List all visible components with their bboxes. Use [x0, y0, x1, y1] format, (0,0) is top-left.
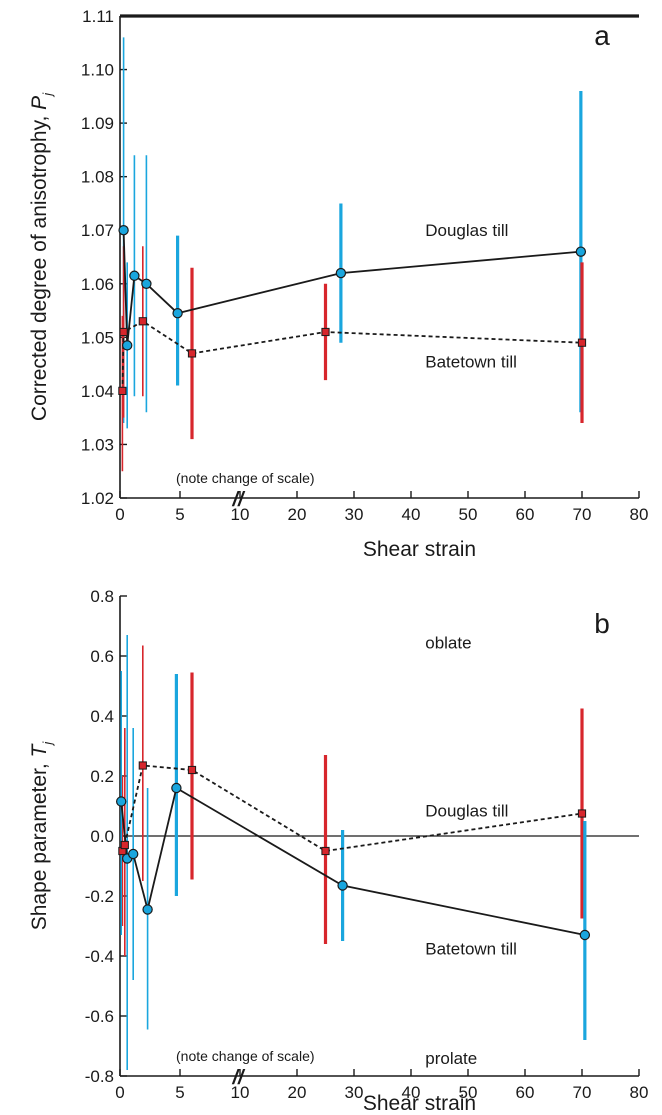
y-tick-label: 1.02	[81, 489, 114, 508]
y-tick-label: 1.06	[81, 275, 114, 294]
data-point	[187, 349, 197, 358]
annotation-label: Douglas till	[425, 802, 508, 821]
y-axis-title-subscript: j	[40, 741, 55, 747]
x-tick-label: 70	[573, 1083, 592, 1102]
x-axis-title: Shear strain	[363, 1092, 476, 1115]
data-point	[335, 267, 347, 279]
x-tick-label: 20	[288, 1083, 307, 1102]
chart-panel-a: 1.02 1.03 1.04 1.05 1.06 1.07 1.08 1.09 1.10 1.11…	[28, 7, 648, 561]
data-point	[142, 904, 153, 915]
y-axis-title-symbol: P	[28, 96, 51, 110]
y-axis-title-text: Corrected degree of anisotrophy,	[28, 110, 51, 421]
data-point	[171, 782, 182, 794]
data-point	[141, 278, 152, 289]
y-tick-label: -0.6	[85, 1007, 114, 1026]
series-line	[121, 764, 583, 852]
x-tick-label: 60	[516, 505, 535, 524]
y-tick-label: 1.11	[82, 7, 114, 26]
data-point	[121, 340, 133, 351]
data-point	[579, 929, 591, 941]
panel-label: a	[594, 20, 610, 51]
x-tick-label: 10	[231, 505, 250, 524]
y-tick-label: 1.10	[81, 61, 114, 80]
y-tick-label: 1.03	[81, 435, 114, 454]
series-douglas-till	[121, 645, 584, 956]
data-point	[337, 880, 348, 891]
y-axis-title: Shape parameter, Tj	[28, 741, 55, 931]
y-tick-label: 1.07	[81, 221, 114, 240]
y-tick-label: 0.8	[90, 587, 114, 606]
series-line	[121, 320, 583, 391]
annotation-label: prolate	[425, 1049, 477, 1068]
data-point	[138, 761, 147, 770]
y-axis-title-symbol: T	[28, 742, 51, 757]
scale-break-mark: //	[231, 1067, 246, 1089]
x-tick-label: 20	[288, 505, 307, 524]
data-point	[321, 846, 330, 856]
data-point	[118, 386, 127, 395]
annotation-label: Batetown till	[425, 940, 517, 959]
x-tick-label: 40	[402, 505, 421, 524]
x-axis-title: Shear strain	[363, 538, 476, 561]
y-tick-label: 1.05	[81, 328, 114, 347]
y-tick-label: 0.4	[90, 707, 114, 726]
annotation-label: Batetown till	[425, 352, 517, 371]
scale-note: (note change of scale)	[176, 1048, 315, 1064]
scale-break-mark: //	[231, 489, 246, 511]
x-tick-label: 50	[459, 1083, 478, 1102]
x-tick-label: 0	[115, 505, 124, 524]
x-tick-label: 5	[175, 1083, 184, 1102]
y-axis-title-text: Shape parameter,	[28, 757, 51, 930]
y-tick-label: 0.0	[90, 827, 114, 846]
data-point	[127, 848, 139, 860]
data-point	[119, 327, 128, 337]
y-tick-label: 1.04	[81, 382, 114, 401]
y-tick-label: 1.09	[81, 114, 114, 133]
y-tick-label: 0.2	[90, 767, 114, 786]
data-point	[172, 308, 183, 319]
y-tick-label: 0.6	[90, 647, 114, 666]
x-tick-label: 60	[516, 1083, 535, 1102]
y-tick-label: -0.2	[85, 887, 114, 906]
x-tick-label: 70	[573, 505, 592, 524]
data-point	[321, 327, 330, 337]
panel-label: b	[594, 608, 610, 639]
chart-panel-b: -0.8 -0.6 -0.4 -0.2 0.0 0.2 0.4 0.6 0.8 0 5 10 20 30 4…	[28, 587, 648, 1115]
x-tick-label: 30	[345, 1083, 364, 1102]
y-axis-title: Corrected degree of anisotrophy, Pj	[28, 92, 55, 421]
data-point	[575, 246, 587, 257]
x-tick-label: 80	[630, 505, 649, 524]
scale-note: (note change of scale)	[176, 470, 315, 486]
data-point	[118, 225, 129, 236]
x-tick-label: 5	[175, 505, 184, 524]
data-point	[129, 270, 140, 281]
y-tick-label: 1.08	[81, 168, 114, 187]
x-tick-label: 80	[630, 1083, 649, 1102]
data-point	[577, 338, 587, 347]
y-axis-title-subscript: j	[40, 92, 55, 98]
annotation-label: Douglas till	[425, 221, 508, 240]
annotation-label: oblate	[425, 634, 471, 653]
y-tick-label: -0.8	[85, 1067, 114, 1086]
x-tick-label: 10	[231, 1083, 250, 1102]
x-tick-label: 50	[459, 505, 478, 524]
data-point	[115, 796, 127, 807]
x-tick-label: 30	[345, 505, 364, 524]
data-point	[187, 765, 197, 775]
x-tick-label: 0	[115, 1083, 124, 1102]
x-tick-label: 40	[402, 1083, 421, 1102]
y-tick-label: -0.4	[85, 947, 114, 966]
data-point	[577, 809, 587, 818]
data-point	[138, 317, 147, 326]
data-point	[120, 840, 129, 850]
